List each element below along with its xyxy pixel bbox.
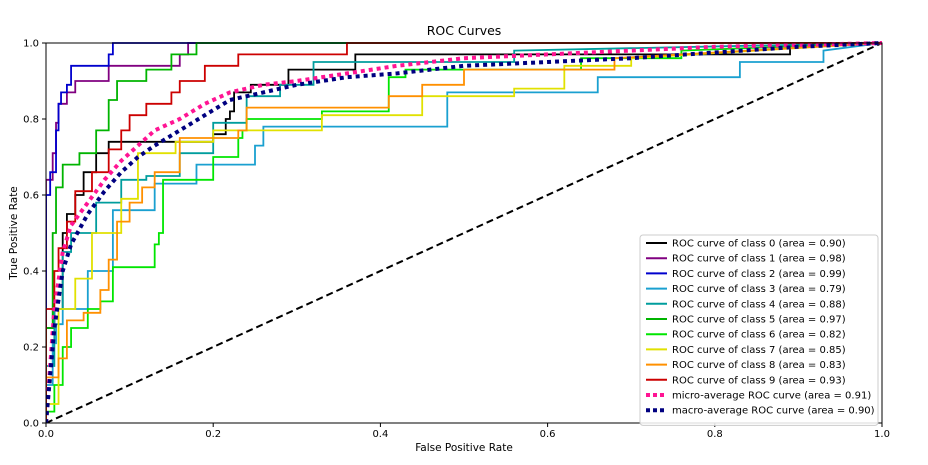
roc-series-line-5 — [46, 42, 882, 423]
legend-label: ROC curve of class 0 (area = 0.90) — [672, 239, 846, 250]
plot-frame — [45, 42, 883, 424]
y-axis-ticks: 0.0 0.2 0.4 0.6 0.8 1.0 — [23, 39, 46, 430]
legend-label: ROC curve of class 8 (area = 0.83) — [672, 360, 846, 371]
roc-series-line-2 — [46, 42, 882, 423]
roc-series-line-11 — [46, 41, 882, 423]
legend: ROC curve of class 0 (area = 0.90) ROC cu… — [639, 234, 879, 426]
x-axis-ticks: 0.0 0.2 0.4 0.6 0.8 1.0 — [38, 423, 890, 440]
legend-label: ROC curve of class 3 (area = 0.79) — [672, 284, 846, 295]
legend-label: micro-average ROC curve (area = 0.91) — [672, 391, 871, 402]
x-tick-label: 0.0 — [38, 429, 54, 440]
y-tick-label: 1.0 — [23, 39, 39, 50]
legend-label: ROC curve of class 6 (area = 0.82) — [672, 330, 846, 341]
x-tick-label: 1.0 — [874, 429, 890, 440]
y-tick-label: 0.0 — [23, 419, 39, 430]
legend-label: ROC curve of class 7 (area = 0.85) — [672, 345, 846, 356]
legend-label: ROC curve of class 4 (area = 0.88) — [672, 299, 846, 310]
legend-label: ROC curve of class 5 (area = 0.97) — [672, 315, 846, 326]
x-axis-label: False Positive Rate — [415, 442, 513, 454]
roc-series-line-7 — [46, 42, 882, 423]
y-tick-label: 0.2 — [23, 343, 39, 354]
x-tick-label: 0.2 — [205, 429, 221, 440]
chance-diagonal-line — [46, 42, 882, 423]
roc-series-line-9 — [46, 42, 882, 423]
legend-box — [639, 234, 879, 426]
legend-label: ROC curve of class 1 (area = 0.98) — [672, 254, 846, 265]
roc-series-line-6 — [46, 42, 882, 423]
y-axis-label: True Positive Rate — [8, 186, 20, 281]
plot-area — [46, 41, 882, 423]
x-tick-label: 0.8 — [707, 429, 723, 440]
chart-title: ROC Curves — [427, 23, 502, 38]
legend-label: ROC curve of class 9 (area = 0.93) — [672, 375, 846, 386]
roc-series-line-8 — [46, 42, 882, 423]
y-tick-label: 0.4 — [23, 267, 39, 278]
legend-label: macro-average ROC curve (area = 0.90) — [672, 406, 875, 417]
roc-series-line-3 — [46, 42, 882, 423]
y-tick-label: 0.6 — [23, 191, 39, 202]
legend-label: ROC curve of class 2 (area = 0.99) — [672, 269, 846, 280]
x-tick-label: 0.4 — [372, 429, 388, 440]
y-tick-label: 0.8 — [23, 115, 39, 126]
x-tick-label: 0.6 — [540, 429, 556, 440]
